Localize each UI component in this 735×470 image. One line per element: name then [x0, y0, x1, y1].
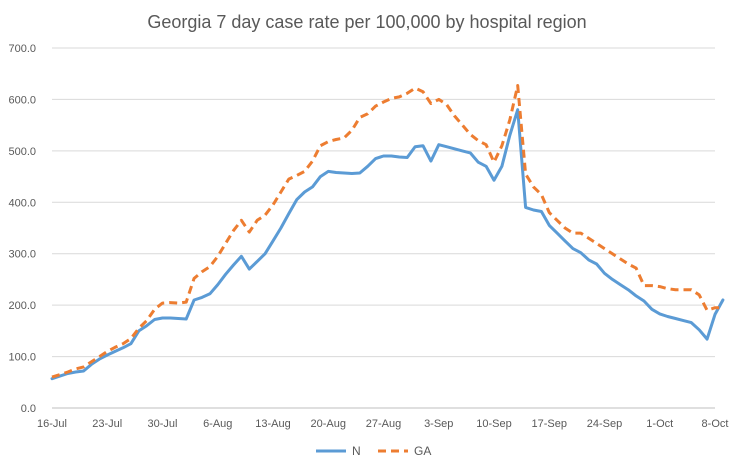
chart-title: Georgia 7 day case rate per 100,000 by h…: [147, 12, 586, 32]
y-tick-label: 0.0: [21, 403, 36, 415]
x-tick-label: 10-Sep: [476, 418, 511, 430]
legend-label-n: N: [352, 444, 361, 458]
legend-label-ga: GA: [414, 444, 431, 458]
y-tick-label: 400.0: [8, 197, 36, 209]
y-tick-label: 300.0: [8, 249, 36, 261]
x-tick-label: 23-Jul: [92, 418, 122, 430]
y-tick-label: 700.0: [8, 43, 36, 55]
y-tick-label: 100.0: [8, 352, 36, 364]
series-line-n: [50, 108, 725, 381]
x-tick-label: 27-Aug: [366, 418, 401, 430]
x-tick-label: 24-Sep: [587, 418, 622, 430]
y-tick-label: 600.0: [8, 94, 36, 106]
x-tick-label: 6-Aug: [203, 418, 232, 430]
y-axis-ticks: 0.0 100.0 200.0 300.0 400.0 500.0 600.0 700.0: [8, 43, 36, 415]
series-lines: [50, 84, 725, 381]
x-tick-label: 20-Aug: [311, 418, 346, 430]
series-line-ga: [51, 84, 723, 379]
x-tick-label: 1-Oct: [646, 418, 673, 430]
x-axis-ticks: 16-Jul 23-Jul 30-Jul 6-Aug 13-Aug 20-Aug 27-Au…: [37, 418, 728, 430]
x-tick-label: 17-Sep: [532, 418, 567, 430]
x-tick-label: 8-Oct: [702, 418, 729, 430]
x-tick-label: 13-Aug: [255, 418, 290, 430]
gridlines: [52, 47, 715, 358]
x-tick-label: 16-Jul: [37, 418, 67, 430]
y-tick-label: 200.0: [8, 300, 36, 312]
y-tick-label: 500.0: [8, 146, 36, 158]
x-tick-label: 30-Jul: [148, 418, 178, 430]
legend: N GA: [316, 444, 431, 458]
x-tick-label: 3-Sep: [424, 418, 453, 430]
